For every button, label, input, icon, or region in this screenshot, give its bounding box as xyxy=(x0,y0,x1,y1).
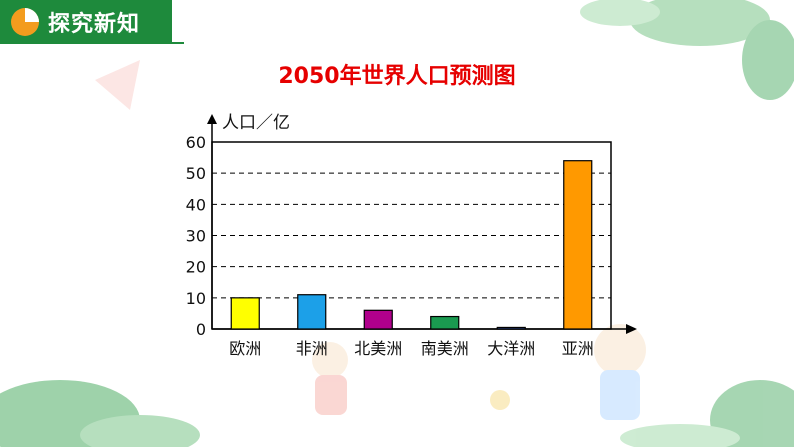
bar xyxy=(297,294,327,330)
pie-icon xyxy=(11,8,39,36)
bar xyxy=(363,309,393,330)
y-axis-label: 人口／亿 xyxy=(222,113,290,133)
y-tick-label: 20 xyxy=(186,258,206,277)
x-axis-arrow xyxy=(626,324,637,334)
category-label: 欧洲 xyxy=(229,339,261,358)
y-tick-label: 40 xyxy=(186,195,206,214)
category-label: 南美洲 xyxy=(421,339,469,358)
y-tick-label: 10 xyxy=(186,289,206,308)
header-underline xyxy=(172,42,184,44)
category-label: 非洲 xyxy=(296,339,328,358)
bar xyxy=(496,326,526,330)
y-tick-label: 0 xyxy=(196,320,206,339)
section-header: 探究新知 xyxy=(0,0,172,44)
chart-title: 2050年世界人口预测图 xyxy=(278,64,516,89)
bar xyxy=(563,160,593,330)
bar xyxy=(430,315,460,330)
category-label: 亚洲 xyxy=(562,339,594,358)
y-tick-label: 60 xyxy=(186,133,206,152)
section-title: 探究新知 xyxy=(48,12,141,37)
y-tick-label: 50 xyxy=(186,164,206,183)
category-label: 北美洲 xyxy=(354,339,402,358)
y-tick-label: 30 xyxy=(186,227,206,246)
y-axis-arrow xyxy=(207,114,217,124)
category-label: 大洋洲 xyxy=(487,339,535,358)
bar xyxy=(230,297,260,330)
